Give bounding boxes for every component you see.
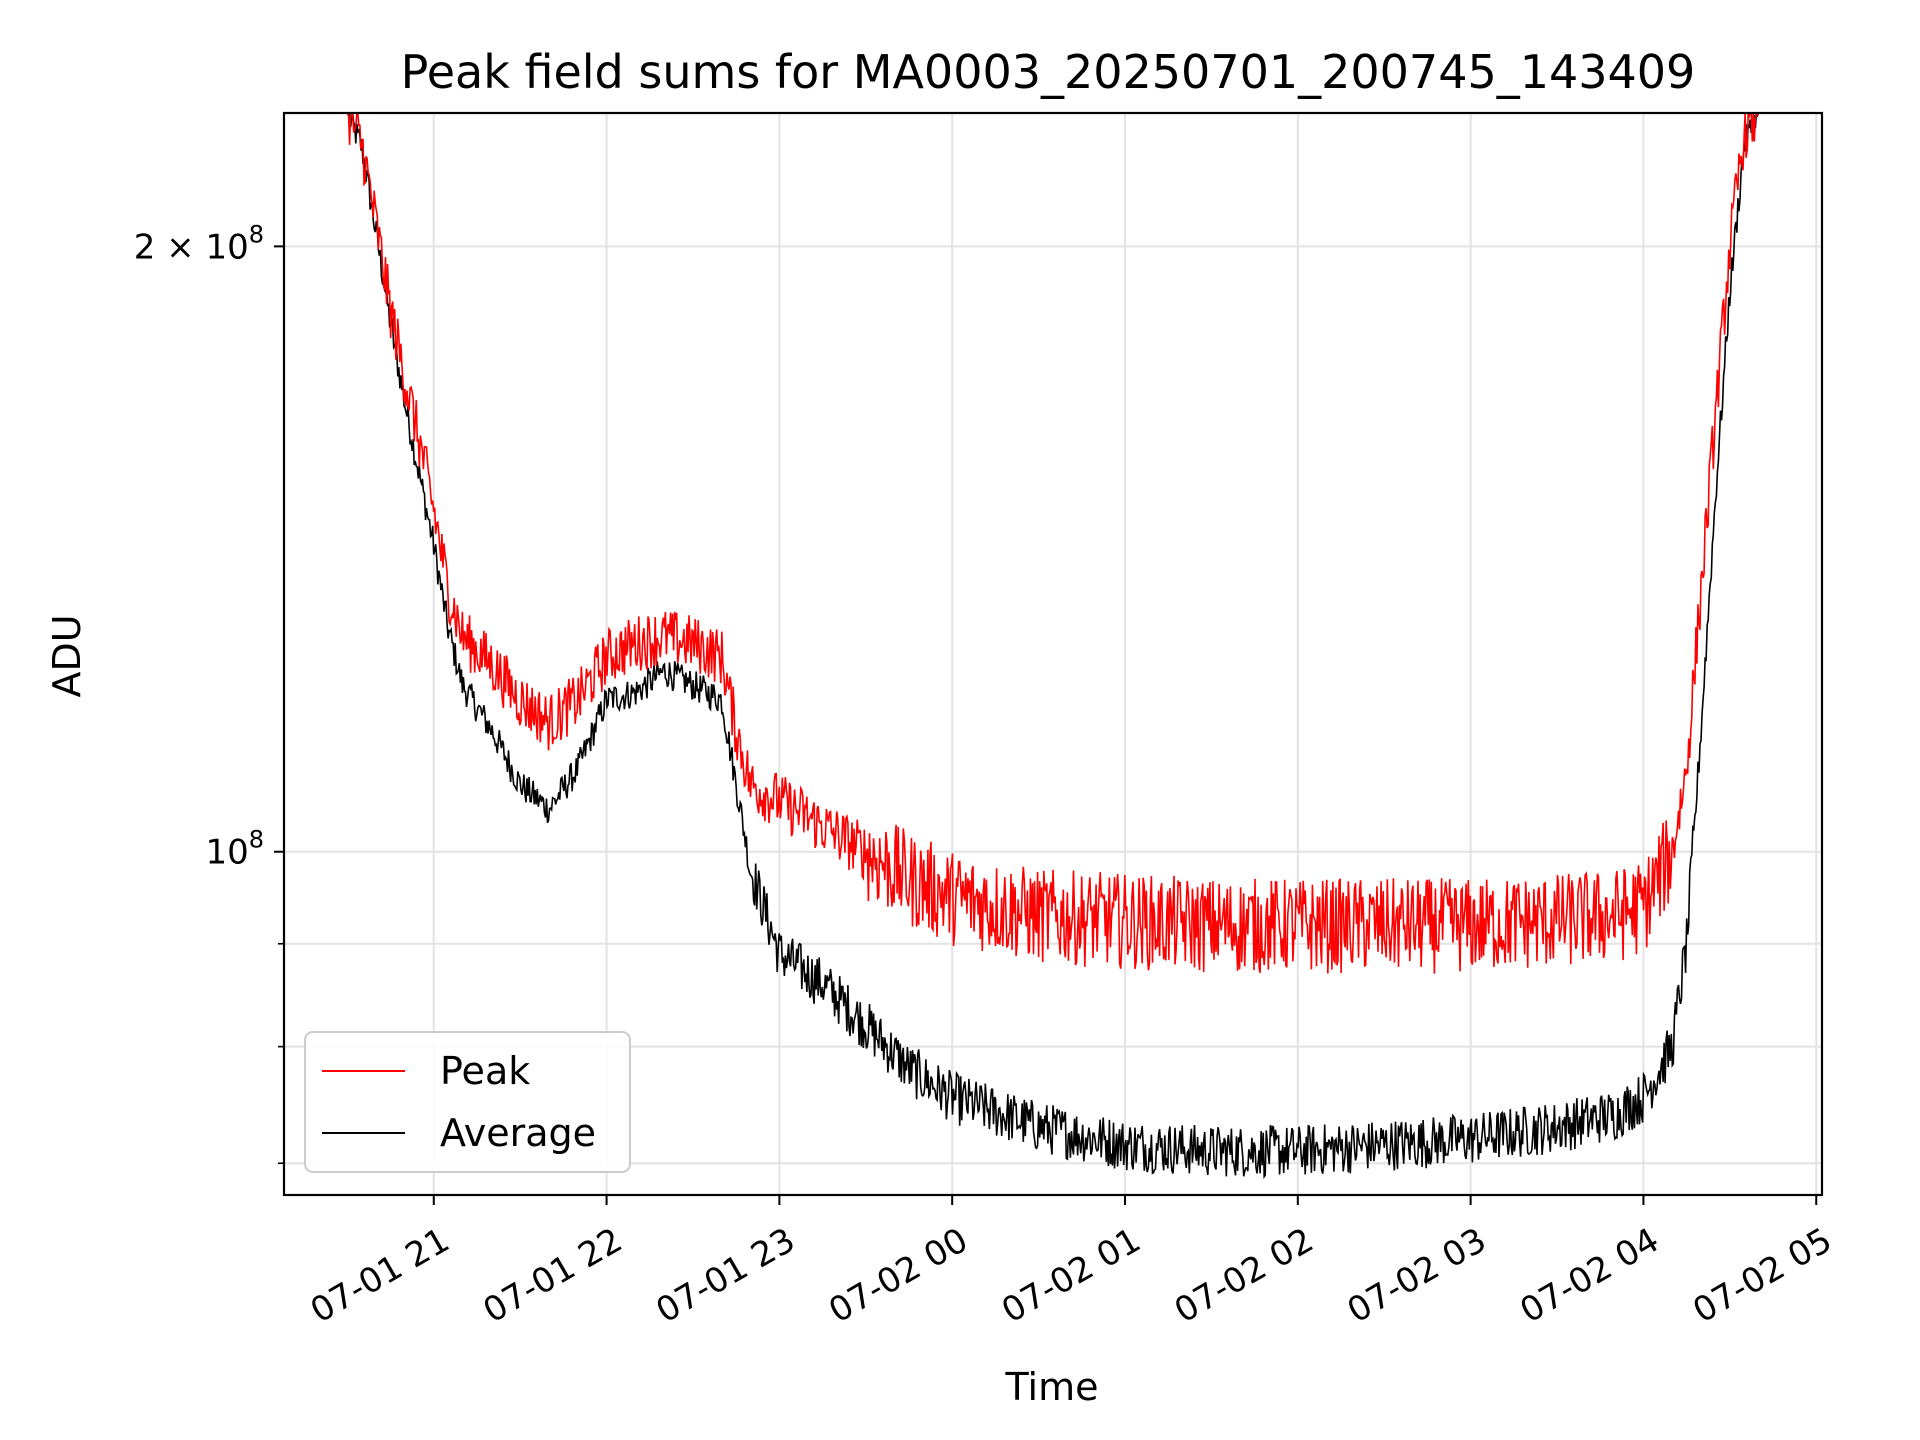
series-line-peak xyxy=(284,113,1822,974)
y-tick-label: 108 xyxy=(205,826,264,873)
legend: Peak Average xyxy=(304,1031,631,1173)
legend-label-peak: Peak xyxy=(440,1049,530,1093)
legend-label-average: Average xyxy=(440,1111,596,1155)
chart-title: Peak field sums for MA0003_20250701_2007… xyxy=(401,45,1696,99)
series-layer xyxy=(284,113,1822,1180)
y-axis: 2 × 108 108 xyxy=(134,220,284,1165)
series-line-average xyxy=(284,113,1822,1180)
y-axis-label: ADU xyxy=(45,614,89,697)
x-axis-label: Time xyxy=(1005,1365,1099,1409)
legend-box xyxy=(304,1031,631,1173)
y-tick-label: 2 × 108 xyxy=(134,220,264,267)
plot-frame xyxy=(282,111,1824,1197)
